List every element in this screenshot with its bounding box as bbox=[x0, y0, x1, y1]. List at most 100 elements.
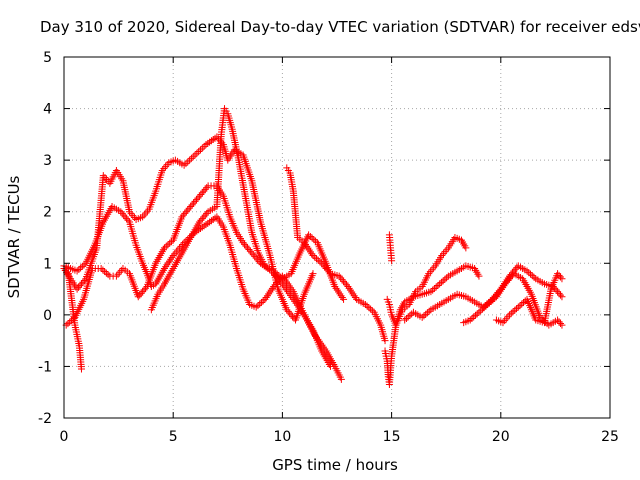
track-mark bbox=[204, 219, 212, 227]
track-mark bbox=[182, 208, 190, 216]
data-point bbox=[97, 264, 105, 272]
track-mark bbox=[321, 263, 329, 271]
data-point bbox=[484, 301, 492, 309]
track-mark bbox=[189, 153, 197, 161]
track-mark bbox=[406, 311, 414, 319]
data-point bbox=[418, 313, 426, 321]
track-mark bbox=[518, 300, 526, 308]
track-mark bbox=[555, 289, 563, 297]
data-point bbox=[187, 203, 195, 211]
data-point bbox=[401, 316, 409, 324]
track-mark bbox=[556, 273, 564, 281]
data-point bbox=[191, 151, 199, 159]
x-tick-label: 10 bbox=[273, 429, 291, 445]
track-mark bbox=[75, 265, 83, 273]
track-mark bbox=[80, 261, 88, 269]
data-point bbox=[466, 316, 474, 324]
track-mark bbox=[324, 266, 332, 274]
track-mark bbox=[252, 254, 260, 262]
data-point bbox=[117, 208, 125, 216]
track-mark bbox=[322, 264, 330, 272]
track-mark bbox=[504, 313, 512, 321]
track-mark bbox=[211, 214, 219, 222]
data-point bbox=[180, 161, 188, 169]
track-mark bbox=[319, 261, 327, 269]
track-mark bbox=[310, 236, 318, 244]
track-mark bbox=[368, 307, 376, 315]
data-point bbox=[73, 285, 81, 293]
track-mark bbox=[209, 215, 217, 223]
track-mark bbox=[470, 313, 478, 321]
track-mark bbox=[120, 211, 128, 219]
y-tick-label: -2 bbox=[38, 411, 52, 427]
track-mark bbox=[325, 268, 333, 276]
track-mark bbox=[249, 251, 257, 259]
data-point bbox=[283, 306, 291, 314]
track-mark bbox=[99, 266, 107, 274]
track-mark bbox=[200, 187, 208, 195]
track-mark bbox=[312, 255, 320, 263]
track-mark bbox=[471, 311, 479, 319]
track-mark bbox=[64, 320, 72, 328]
data-point bbox=[554, 270, 562, 278]
track-mark bbox=[473, 310, 481, 318]
data-point bbox=[337, 375, 345, 383]
track-mark bbox=[118, 209, 126, 217]
track-mark bbox=[530, 273, 538, 281]
track-mark bbox=[556, 319, 564, 327]
track-mark bbox=[337, 274, 345, 282]
track-mark bbox=[507, 273, 515, 281]
track-mark bbox=[198, 189, 206, 197]
track-mark bbox=[485, 299, 493, 307]
data-point bbox=[554, 316, 562, 324]
track-mark bbox=[197, 216, 205, 224]
track-mark bbox=[504, 276, 512, 284]
track-mark bbox=[271, 269, 279, 277]
track-mark bbox=[206, 138, 214, 146]
track-mark bbox=[311, 253, 319, 261]
track-mark bbox=[516, 302, 524, 310]
y-tick-label: 5 bbox=[43, 50, 52, 66]
track-mark bbox=[511, 306, 519, 314]
series-track-b bbox=[60, 203, 345, 383]
track-mark bbox=[101, 268, 109, 276]
x-tick-label: 15 bbox=[383, 429, 401, 445]
track-mark bbox=[204, 139, 212, 147]
track-mark bbox=[137, 289, 145, 297]
track-mark bbox=[251, 252, 259, 260]
track-mark bbox=[80, 276, 88, 284]
data-point bbox=[558, 321, 566, 329]
data-point bbox=[514, 303, 522, 311]
track-mark bbox=[342, 281, 350, 289]
series-track-i bbox=[385, 231, 396, 265]
track-mark bbox=[198, 144, 206, 152]
track-mark bbox=[114, 270, 122, 278]
track-mark bbox=[284, 307, 292, 315]
track-mark bbox=[184, 206, 192, 214]
plot-area-border bbox=[63, 56, 611, 419]
series-track-k bbox=[460, 270, 566, 329]
track-mark bbox=[200, 142, 208, 150]
chart-title: Day 310 of 2020, Sidereal Day-to-day VTE… bbox=[40, 18, 640, 36]
data-point bbox=[381, 337, 389, 345]
track-mark bbox=[509, 308, 517, 316]
data-point bbox=[134, 293, 142, 301]
data-point bbox=[270, 267, 278, 275]
track-mark bbox=[429, 286, 437, 294]
track-mark bbox=[525, 269, 533, 277]
track-mark bbox=[437, 278, 445, 286]
track-mark bbox=[197, 191, 205, 199]
data-point bbox=[436, 280, 444, 288]
track-mark bbox=[441, 275, 449, 283]
track-mark bbox=[182, 160, 190, 168]
track-mark bbox=[203, 209, 211, 217]
track-mark bbox=[506, 275, 514, 283]
track-mark bbox=[259, 297, 267, 305]
track-mark bbox=[404, 313, 412, 321]
track-mark bbox=[211, 134, 219, 142]
track-mark bbox=[124, 216, 132, 224]
tick-labels: 0 5 10 15 20 25 -2 -1 0 1 2 3 4 5 bbox=[38, 50, 619, 445]
track-mark bbox=[69, 315, 77, 323]
track-mark bbox=[555, 271, 563, 279]
